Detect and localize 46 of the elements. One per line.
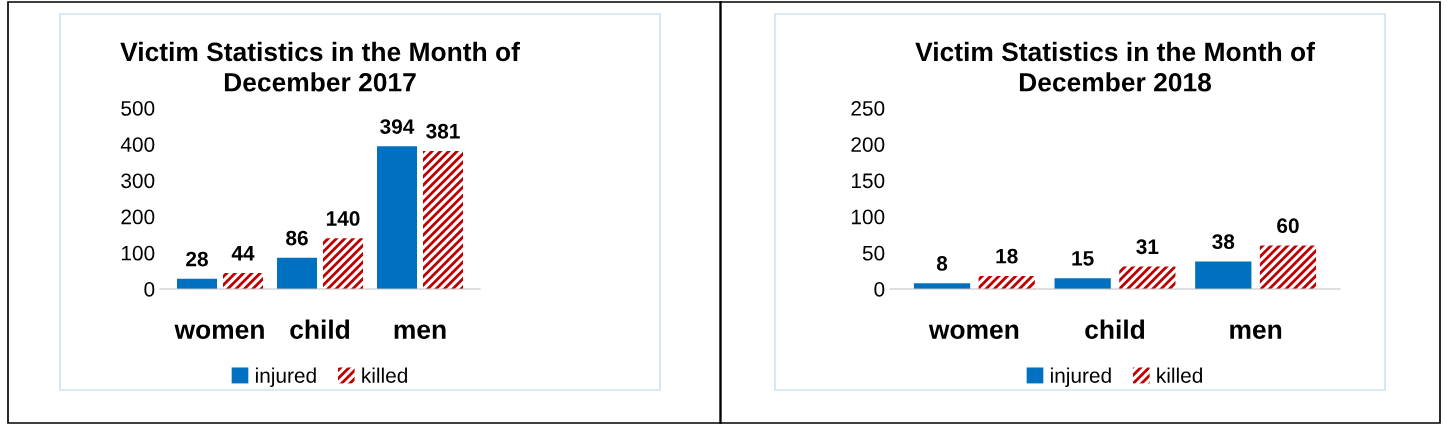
data-label: 31 bbox=[1136, 239, 1159, 255]
y-tick-label: 300 bbox=[121, 173, 155, 189]
y-tick-label: 0 bbox=[874, 282, 885, 297]
y-tick-label: 150 bbox=[851, 173, 885, 189]
legend-label: killed bbox=[1157, 367, 1202, 383]
x-tick-label: child bbox=[1085, 319, 1145, 339]
bar bbox=[1195, 261, 1252, 289]
x-tick-label: child bbox=[290, 319, 350, 339]
data-label: 140 bbox=[326, 211, 360, 226]
legend-label: injured bbox=[255, 367, 316, 388]
data-label: 381 bbox=[426, 123, 460, 139]
data-label: 28 bbox=[186, 251, 208, 267]
y-tick-label: 100 bbox=[851, 209, 885, 225]
data-label: 60 bbox=[1277, 218, 1299, 234]
y-tick-label: 100 bbox=[121, 245, 155, 261]
y-tick-label: 500 bbox=[121, 101, 155, 116]
x-tick-label: men bbox=[1230, 324, 1282, 339]
data-label: 44 bbox=[231, 246, 255, 261]
y-tick-label: 400 bbox=[120, 137, 155, 152]
bar bbox=[223, 273, 263, 289]
data-label: 18 bbox=[996, 248, 1018, 264]
y-tick-label: 250 bbox=[851, 101, 885, 116]
bar bbox=[423, 151, 463, 289]
bar bbox=[1259, 245, 1317, 289]
data-label: 8 bbox=[936, 256, 948, 271]
y-tick-label: 200 bbox=[121, 209, 155, 225]
chart-title: Victim Statistics in the Month of December 2017 bbox=[120, 41, 520, 92]
bar bbox=[277, 257, 317, 289]
bar bbox=[978, 275, 1035, 289]
data-label: 15 bbox=[1072, 251, 1094, 266]
legend-label: injured bbox=[1050, 367, 1111, 388]
x-tick-label: women bbox=[928, 324, 1019, 339]
data-label: 394 bbox=[380, 119, 415, 134]
bar bbox=[377, 146, 417, 289]
bar bbox=[1119, 266, 1176, 289]
y-tick-label: 0 bbox=[144, 282, 155, 297]
x-tick-label: men bbox=[394, 324, 446, 339]
data-label: 38 bbox=[1212, 234, 1235, 250]
bar bbox=[1054, 278, 1111, 289]
data-label: 86 bbox=[286, 230, 308, 246]
y-tick-label: 200 bbox=[851, 137, 885, 152]
y-tick-label: 50 bbox=[862, 245, 885, 261]
chart-title: Victim Statistics in the Month of December 2018 bbox=[915, 41, 1315, 92]
x-tick-label: women bbox=[174, 324, 264, 339]
legend-label: killed bbox=[362, 367, 407, 383]
bar bbox=[323, 238, 363, 289]
